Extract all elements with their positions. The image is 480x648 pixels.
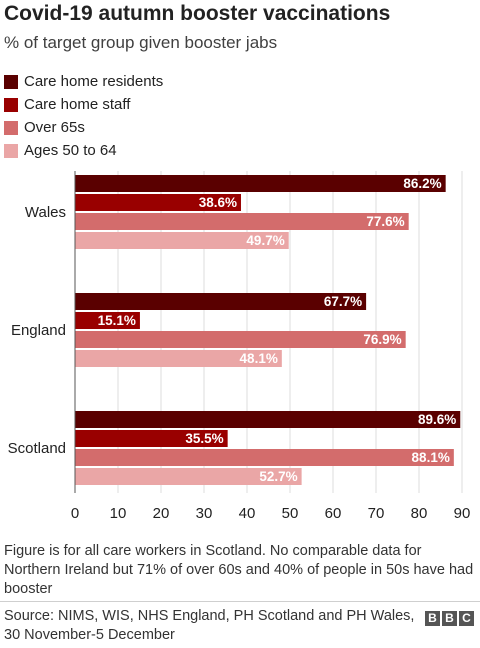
bar <box>75 232 289 249</box>
x-tick-label: 10 <box>110 505 127 522</box>
bar <box>75 350 282 367</box>
data-label: 76.9% <box>363 332 401 347</box>
legend-label: Care home residents <box>24 73 164 90</box>
x-tick-label: 0 <box>71 505 79 522</box>
bar <box>75 175 446 192</box>
x-tick-label: 30 <box>196 505 213 522</box>
data-label: 38.6% <box>199 195 237 210</box>
x-tick-label: 90 <box>454 505 471 522</box>
bar-chart: 0 10 20 30 40 50 60 70 80 90 86.2% 38.6% 77.6% 49.7% W… <box>8 171 471 522</box>
x-tick-label: 20 <box>153 505 170 522</box>
legend-label: Over 65s <box>24 119 85 136</box>
source-text: Source: NIMS, WIS, NHS England, PH Scotl… <box>4 608 415 643</box>
data-label: 88.1% <box>412 450 450 465</box>
bbc-logo-block: B <box>442 611 457 626</box>
legend: Care home residents Care home staff Over… <box>4 70 163 162</box>
legend-item: Over 65s <box>4 116 163 139</box>
data-label: 89.6% <box>418 412 456 427</box>
legend-item: Care home staff <box>4 93 163 116</box>
legend-item: Care home residents <box>4 70 163 93</box>
bbc-logo-block: B <box>425 611 440 626</box>
legend-swatch <box>4 97 18 112</box>
bar <box>75 468 302 485</box>
data-label: 52.7% <box>259 469 297 484</box>
x-tick-label: 70 <box>368 505 385 522</box>
chart-subtitle: % of target group given booster jabs <box>4 33 278 52</box>
bar <box>75 411 461 428</box>
legend-swatch <box>4 120 18 135</box>
category-label: England <box>11 322 66 339</box>
legend-item: Ages 50 to 64 <box>4 139 163 162</box>
bar <box>75 194 241 211</box>
data-label: 15.1% <box>98 313 136 328</box>
bar <box>75 430 228 447</box>
bar <box>75 312 140 329</box>
x-tick-label: 60 <box>325 505 342 522</box>
bar <box>75 213 409 230</box>
data-label: 77.6% <box>366 214 404 229</box>
legend-swatch <box>4 143 18 158</box>
data-label: 48.1% <box>240 351 278 366</box>
legend-swatch <box>4 74 18 89</box>
x-tick-label: 40 <box>239 505 256 522</box>
bar <box>75 449 454 466</box>
data-label: 67.7% <box>324 294 362 309</box>
bbc-logo: B B C <box>425 611 474 626</box>
category-label: Wales <box>25 204 66 221</box>
chart-title: Covid-19 autumn booster vaccinations <box>4 2 391 25</box>
bar <box>75 331 406 348</box>
legend-label: Care home staff <box>24 96 131 113</box>
data-label: 35.5% <box>185 431 223 446</box>
data-label: 86.2% <box>403 176 441 191</box>
legend-label: Ages 50 to 64 <box>24 142 117 159</box>
category-label: Scotland <box>8 440 66 457</box>
bar <box>75 293 367 310</box>
data-label: 49.7% <box>246 233 284 248</box>
x-tick-label: 80 <box>411 505 428 522</box>
bbc-logo-block: C <box>459 611 474 626</box>
chart-note: Figure is for all care workers in Scotla… <box>4 543 474 597</box>
divider <box>0 601 480 602</box>
x-tick-label: 50 <box>282 505 299 522</box>
